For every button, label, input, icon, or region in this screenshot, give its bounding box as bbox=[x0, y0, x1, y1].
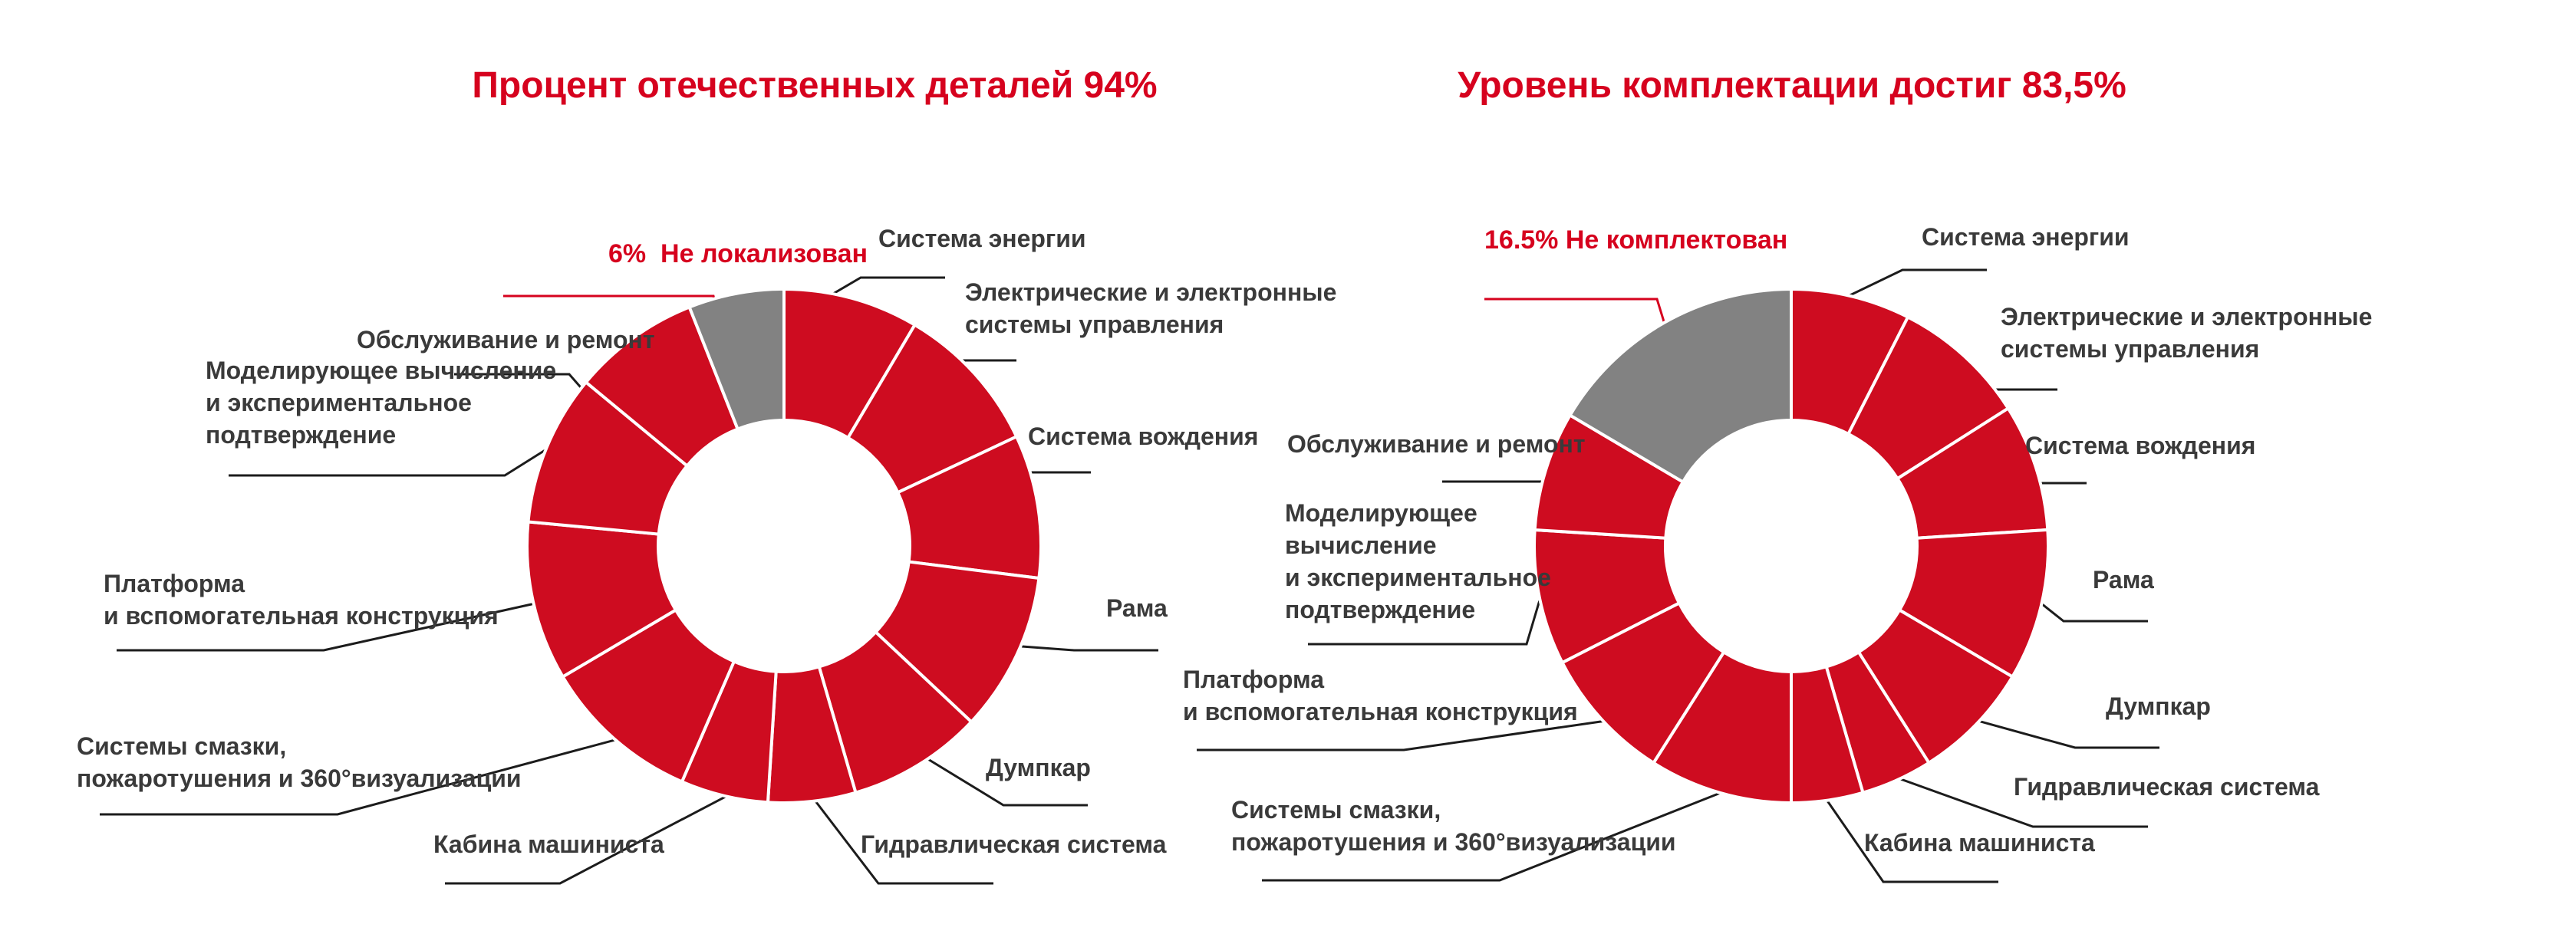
segment-label: Электрические и электронные системы упра… bbox=[965, 278, 1337, 338]
leader-line bbox=[1848, 268, 1987, 297]
segment-label: Система энергии bbox=[1922, 223, 2130, 251]
segment-label: Кабина машиниста bbox=[1864, 829, 2095, 857]
segment-label: Обслуживание и ремонт bbox=[357, 326, 655, 354]
segment-label: Моделирующее вычисление и эксперименталь… bbox=[206, 357, 557, 449]
leader-line bbox=[445, 795, 727, 885]
leader-line bbox=[1899, 778, 2148, 828]
donut-segment-gray bbox=[687, 287, 786, 432]
segment-label: Кабина машиниста bbox=[433, 830, 664, 858]
chart-title-completion: Уровень комплектации достиг 83,5% bbox=[1458, 65, 2126, 106]
callout-label: 16.5% Не комплектован bbox=[1484, 225, 1788, 255]
leader-line bbox=[1978, 720, 2159, 749]
leader-line bbox=[1308, 599, 1541, 646]
leader-line bbox=[1262, 791, 1721, 882]
segment-label: Рама bbox=[1106, 594, 1168, 622]
leader-line bbox=[827, 276, 945, 298]
segment-label: Электрические и электронные системы упра… bbox=[2001, 303, 2373, 363]
segment-label: Платформа и вспомогательная конструкция bbox=[104, 570, 499, 630]
leader-line bbox=[1197, 719, 1604, 751]
segment-label: Гидравлическая система bbox=[861, 830, 1167, 858]
callout-label: 6% Не локализован bbox=[608, 239, 868, 268]
segment-label: Платформа и вспомогательная конструкция bbox=[1183, 666, 1578, 725]
leader-line bbox=[927, 758, 1088, 807]
segment-label: Думпкар bbox=[986, 754, 1091, 781]
segment-label: Моделирующее вычисление и эксперименталь… bbox=[1285, 499, 1551, 623]
donut-segment-gray bbox=[1567, 287, 1793, 485]
leader-line bbox=[1826, 799, 1998, 883]
leader-line bbox=[814, 800, 993, 885]
segment-label: Гидравлическая система bbox=[2014, 773, 2320, 801]
leader-line bbox=[229, 449, 547, 477]
leader-line bbox=[117, 602, 534, 652]
segment-label: Системы смазки, пожаротушения и 360°визу… bbox=[77, 732, 522, 792]
leader-line bbox=[1020, 645, 1158, 652]
segment-label: Системы смазки, пожаротушения и 360°визу… bbox=[1231, 796, 1676, 856]
chart-title-localization: Процент отечественных деталей 94% bbox=[472, 65, 1158, 106]
segment-label: Система энергии bbox=[878, 225, 1086, 252]
segment-label: Думпкар bbox=[2106, 692, 2211, 720]
leader-line bbox=[100, 738, 616, 816]
segment-label: Рама bbox=[2093, 566, 2154, 594]
segment-label: Система вождения bbox=[2025, 432, 2256, 459]
segment-label: Обслуживание и ремонт bbox=[1287, 430, 1586, 458]
donut-chart-1 bbox=[1197, 268, 2159, 883]
donut-chart-0 bbox=[100, 276, 1158, 885]
leader-line bbox=[2041, 603, 2148, 623]
segment-label: Система вождения bbox=[1028, 423, 1259, 450]
